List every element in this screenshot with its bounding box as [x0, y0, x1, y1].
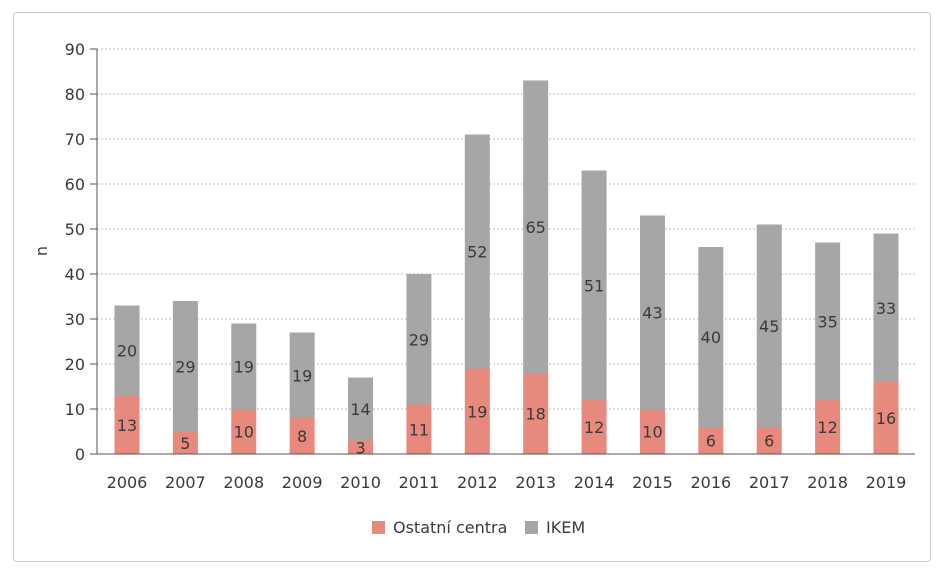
- bar-segment-ikem: [348, 377, 374, 441]
- data-label: 29: [409, 330, 429, 349]
- x-tick-label: 2017: [749, 473, 790, 492]
- legend-swatch: [525, 521, 538, 534]
- data-label: 12: [584, 418, 604, 437]
- bar-segment-ostatni-centra: [348, 440, 374, 454]
- x-tick-label: 2006: [107, 473, 148, 492]
- bar-segment-ostatni-centra: [114, 395, 140, 454]
- y-tick-label: 70: [65, 130, 85, 149]
- gridlines: [97, 48, 915, 410]
- bar-segment-ostatni-centra: [289, 418, 315, 454]
- data-label: 33: [876, 299, 896, 318]
- data-label: 45: [759, 317, 779, 336]
- bar-segment-ikem: [523, 80, 549, 373]
- bar-segment-ostatni-centra: [698, 427, 724, 454]
- bar-segment-ikem: [289, 332, 315, 418]
- data-label: 51: [584, 276, 604, 295]
- bar-segment-ostatni-centra: [639, 409, 665, 454]
- data-label: 18: [526, 405, 546, 424]
- data-label: 19: [467, 402, 487, 421]
- y-tick-label: 10: [65, 400, 85, 419]
- legend-swatch: [372, 521, 385, 534]
- bar-segment-ostatni-centra: [406, 404, 432, 454]
- legend: Ostatní centra IKEM: [372, 518, 585, 537]
- x-tick-label: 2008: [223, 473, 264, 492]
- bar-segment-ikem: [756, 224, 782, 427]
- x-tick-label: 2014: [574, 473, 615, 492]
- bar-segment-ostatni-centra: [172, 431, 198, 454]
- bar-segment-ikem: [114, 305, 140, 396]
- bar-segment-ostatni-centra: [464, 368, 490, 454]
- bar-segment-ikem: [172, 301, 198, 432]
- y-tick-label: 30: [65, 310, 85, 329]
- data-label: 16: [876, 409, 896, 428]
- data-label: 29: [175, 357, 195, 376]
- data-label: 8: [297, 427, 307, 446]
- data-label: 10: [642, 423, 662, 442]
- bar-segment-ikem: [815, 242, 841, 400]
- data-label: 5: [180, 434, 190, 453]
- y-tick-label: 80: [65, 85, 85, 104]
- bar-segment-ikem: [406, 274, 432, 405]
- data-label: 52: [467, 243, 487, 262]
- x-tick-label: 2007: [165, 473, 206, 492]
- y-tick-label: 40: [65, 265, 85, 284]
- x-tick-label: 2015: [632, 473, 673, 492]
- data-label: 11: [409, 420, 429, 439]
- x-tick-label: 2012: [457, 473, 498, 492]
- data-label: 35: [817, 312, 837, 331]
- data-label: 10: [234, 423, 254, 442]
- legend-label: IKEM: [546, 518, 585, 537]
- x-tick-label: 2013: [515, 473, 556, 492]
- y-axis-label: n: [32, 246, 51, 256]
- data-label: 6: [706, 432, 716, 451]
- data-label: 40: [701, 328, 721, 347]
- bar-segment-ostatni-centra: [756, 427, 782, 454]
- bar-segment-ikem: [698, 247, 724, 427]
- legend-label: Ostatní centra: [393, 518, 507, 537]
- bar-segment-ostatni-centra: [873, 382, 899, 454]
- x-tick-label: 2010: [340, 473, 381, 492]
- x-tick-label: 2016: [690, 473, 731, 492]
- data-label: 19: [234, 357, 254, 376]
- bars: 13 20 5 29 10 19 8 19 3 14 11 29 19 52 18 65 12 51 10 43 6 40…: [114, 80, 899, 457]
- data-label: 65: [526, 218, 546, 237]
- x-tick-label: 2019: [866, 473, 907, 492]
- bar-segment-ikem: [231, 323, 257, 409]
- y-tick-label: 90: [65, 40, 85, 59]
- bar-segment-ikem: [581, 170, 607, 400]
- y-tick-label: 0: [75, 445, 85, 464]
- x-tick-label: 2018: [807, 473, 848, 492]
- data-label: 6: [764, 432, 774, 451]
- bar-segment-ostatni-centra: [231, 409, 257, 454]
- data-label: 12: [817, 418, 837, 437]
- x-tick-label: 2011: [399, 473, 440, 492]
- data-label: 19: [292, 366, 312, 385]
- y-tick-label: 60: [65, 175, 85, 194]
- data-label: 13: [117, 416, 137, 435]
- bar-segment-ostatni-centra: [523, 373, 549, 454]
- data-label: 20: [117, 342, 137, 361]
- bar-segment-ikem: [639, 215, 665, 409]
- bar-segment-ostatni-centra: [815, 400, 841, 454]
- data-label: 43: [642, 303, 662, 322]
- y-axis: n 0 10 20 30 40 50 60 70 80 90: [32, 40, 98, 464]
- x-axis: 2006 2007 2008 2009 2010 2011 2012 2013 2014 2015…: [97, 453, 915, 492]
- x-tick-label: 2009: [282, 473, 323, 492]
- y-tick-label: 20: [65, 355, 85, 374]
- data-label: 3: [355, 438, 365, 457]
- bar-segment-ostatni-centra: [581, 400, 607, 454]
- bar-segment-ikem: [464, 134, 490, 369]
- y-tick-label: 50: [65, 220, 85, 239]
- data-label: 14: [350, 400, 370, 419]
- bar-segment-ikem: [873, 233, 899, 382]
